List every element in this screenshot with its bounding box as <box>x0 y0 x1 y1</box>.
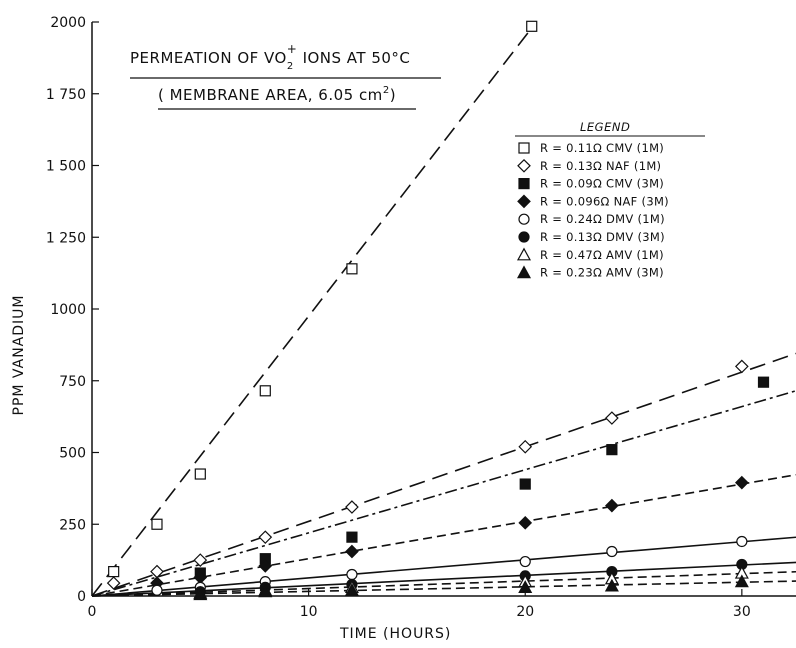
data-point <box>194 468 206 480</box>
x-tick-label: 30 <box>733 604 751 620</box>
chart-title: PERMEATION OF VO2+ IONS AT 50°C ( MEMBRA… <box>130 42 441 110</box>
fit-lines <box>91 21 796 597</box>
fit-line-4 <box>91 536 796 597</box>
data-point <box>526 20 538 32</box>
legend-marker <box>518 231 530 243</box>
legend-marker <box>518 178 530 190</box>
data-point <box>344 583 359 596</box>
data-point <box>258 530 273 545</box>
legend-marker <box>517 158 531 173</box>
data-point <box>734 574 749 588</box>
fit-line-3 <box>91 473 796 597</box>
data-point <box>193 587 208 601</box>
legend-entry-label: R = 0.47Ω AMV (1M) <box>540 248 664 262</box>
legend-marker <box>516 265 532 279</box>
legend-entry-label: R = 0.24Ω DMV (1M) <box>540 212 665 226</box>
y-tick-label: 250 <box>59 517 86 533</box>
data-point <box>106 576 121 590</box>
legend-entry: R = 0.13Ω NAF (1M) <box>517 158 661 173</box>
fit-line-6 <box>91 570 796 597</box>
y-tick-label: 750 <box>59 374 86 390</box>
legend-entry-label: R = 0.13Ω DMV (3M) <box>540 230 665 244</box>
fit-line-0 <box>91 21 537 597</box>
x-tick-label: 0 <box>88 604 97 620</box>
x-tick-label: 10 <box>300 604 318 620</box>
data-point <box>519 555 531 568</box>
y-tick-label: 1 750 <box>46 87 86 103</box>
legend-entry-label: R = 0.11Ω CMV (1M) <box>540 141 664 155</box>
data-point <box>606 444 618 456</box>
data-point <box>519 478 531 490</box>
legend-entry: R = 0.09Ω CMV (3M) <box>518 177 664 191</box>
data-point <box>518 515 533 530</box>
legend-entry-label: R = 0.13Ω NAF (1M) <box>540 159 661 173</box>
y-tick-label: 1 500 <box>46 159 86 175</box>
data-point <box>345 544 359 559</box>
data-point <box>606 545 618 558</box>
data-point <box>605 498 619 513</box>
x-tick-label: 20 <box>516 604 534 620</box>
data-point <box>259 385 271 397</box>
legend-marker <box>516 247 532 261</box>
y-tick-label: 1 250 <box>46 230 86 246</box>
y-tick-label: 2000 <box>50 15 86 31</box>
data-point <box>258 559 273 573</box>
data-point <box>345 500 359 514</box>
legend-entry-label: R = 0.096Ω NAF (3M) <box>540 194 669 208</box>
fit-line-7 <box>91 580 796 597</box>
legend-marker <box>518 213 530 225</box>
data-point <box>193 553 208 567</box>
y-tick-label: 0 <box>77 589 86 605</box>
data-point <box>605 411 619 425</box>
legend-title: LEGEND <box>580 120 630 134</box>
data-point <box>258 584 273 598</box>
data-point <box>734 475 749 490</box>
fit-line-1 <box>91 352 796 597</box>
legend-entry-label: R = 0.09Ω CMV (3M) <box>540 177 664 191</box>
legend-entry: R = 0.096Ω NAF (3M) <box>517 194 669 209</box>
data-point <box>151 518 163 530</box>
data-point <box>757 376 770 388</box>
legend-marker <box>518 142 530 154</box>
legend-entry-label: R = 0.23Ω AMV (3M) <box>540 266 664 280</box>
y-tick-label: 1000 <box>50 302 86 318</box>
data-point <box>346 263 358 275</box>
data-point <box>346 531 358 543</box>
data-points <box>106 20 770 601</box>
x-axis-label: TIME (HOURS) <box>339 626 451 642</box>
fit-line-5 <box>91 561 796 597</box>
legend-marker <box>517 194 531 209</box>
data-point <box>346 568 358 581</box>
data-point <box>518 580 533 593</box>
data-point <box>736 535 748 548</box>
title-line-1: PERMEATION OF VO2+ IONS AT 50°C <box>130 42 410 72</box>
y-axis-label: PPM VANADIUM <box>11 295 27 416</box>
legend: LEGEND R = 0.11Ω CMV (1M) R = 0.13Ω NAF (… <box>515 120 705 280</box>
legend-entry: R = 0.11Ω CMV (1M) <box>518 141 664 155</box>
data-point <box>734 359 749 374</box>
data-point <box>518 439 533 454</box>
data-point <box>604 578 619 592</box>
axes: 0 250 500 750 1000 1 250 1 500 1 750 2000 0 10 20 30 <box>46 15 796 620</box>
fit-line-2 <box>91 390 796 597</box>
y-tick-label: 500 <box>59 446 86 462</box>
data-point <box>151 584 163 596</box>
legend-entry: R = 0.13Ω DMV (3M) <box>518 230 665 244</box>
legend-entry: R = 0.23Ω AMV (3M) <box>516 265 664 280</box>
legend-entry: R = 0.47Ω AMV (1M) <box>516 247 664 262</box>
data-point <box>108 566 120 578</box>
legend-entry: R = 0.24Ω DMV (1M) <box>518 212 665 226</box>
title-line-2: ( MEMBRANE AREA, 6.05 cm2) <box>158 85 396 104</box>
